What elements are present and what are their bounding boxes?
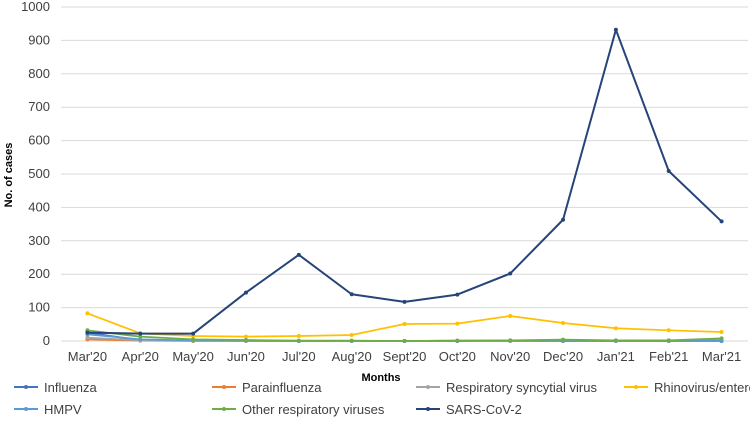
y-tick-label: 300 — [28, 233, 50, 248]
x-tick-label: Oct'20 — [439, 349, 476, 364]
data-point — [191, 337, 196, 342]
data-point — [455, 321, 460, 326]
data-point — [296, 338, 301, 343]
data-point — [85, 311, 90, 316]
x-tick-label: Feb'21 — [649, 349, 688, 364]
x-tick-label: Mar'21 — [702, 349, 741, 364]
data-point — [85, 330, 90, 335]
data-point — [402, 299, 407, 304]
series-sars-cov-2 — [85, 27, 724, 336]
x-tick-label: Jun'20 — [227, 349, 265, 364]
data-point — [455, 338, 460, 343]
y-axis-tick-labels: 0 100 200 300 400 500 600 700 800 900 1000 — [21, 0, 50, 348]
data-point — [719, 219, 724, 224]
data-point — [508, 271, 513, 276]
y-tick-label: 800 — [28, 66, 50, 81]
data-point — [455, 292, 460, 297]
data-point — [666, 338, 671, 343]
x-tick-label: Apr'20 — [122, 349, 159, 364]
x-tick-label: Jan'21 — [597, 349, 635, 364]
data-point — [402, 321, 407, 326]
x-axis-tick-labels: Mar'20 Apr'20 May'20 Jun'20 Jul'20 Aug'20 Sept… — [68, 349, 741, 364]
data-point — [613, 27, 618, 32]
data-point — [349, 338, 354, 343]
x-tick-label: May'20 — [172, 349, 214, 364]
y-tick-label: 700 — [28, 99, 50, 114]
data-point — [243, 337, 248, 342]
data-point — [561, 320, 566, 325]
y-tick-label: 500 — [28, 166, 50, 181]
series-line — [87, 28, 723, 335]
data-point — [666, 168, 671, 173]
y-tick-label: 0 — [43, 333, 50, 348]
x-tick-label: Jul'20 — [282, 349, 316, 364]
y-tick-label: 200 — [28, 266, 50, 281]
data-point — [138, 331, 143, 336]
x-axis-title: Months — [361, 372, 400, 384]
data-point — [719, 329, 724, 334]
data-point — [243, 290, 248, 295]
data-point — [561, 337, 566, 342]
data-point — [613, 338, 618, 343]
y-tick-label: 1000 — [21, 0, 50, 14]
y-tick-label: 600 — [28, 133, 50, 148]
data-point — [561, 217, 566, 222]
data-point — [613, 326, 618, 331]
x-tick-label: Aug'20 — [332, 349, 372, 364]
data-point — [402, 339, 407, 343]
y-tick-label: 400 — [28, 199, 50, 214]
series-other-respiratory-viruses — [85, 328, 724, 343]
x-tick-label: Sept'20 — [383, 349, 427, 364]
x-tick-label: Nov'20 — [490, 349, 530, 364]
data-point — [349, 332, 354, 337]
data-point — [666, 328, 671, 333]
series-lines — [85, 27, 724, 343]
y-axis-title: No. of cases — [3, 143, 15, 208]
data-point — [138, 334, 143, 339]
data-point — [508, 338, 513, 343]
y-tick-label: 100 — [28, 300, 50, 315]
data-point — [296, 333, 301, 338]
data-point — [243, 334, 248, 339]
data-point — [191, 331, 196, 336]
x-tick-label: Dec'20 — [543, 349, 583, 364]
x-tick-label: Mar'20 — [68, 349, 107, 364]
data-point — [349, 292, 354, 297]
data-point — [719, 336, 724, 341]
gridlines — [61, 6, 748, 342]
y-tick-label: 900 — [28, 32, 50, 47]
data-point — [508, 313, 513, 318]
data-point — [296, 252, 301, 257]
data-point — [85, 335, 90, 340]
